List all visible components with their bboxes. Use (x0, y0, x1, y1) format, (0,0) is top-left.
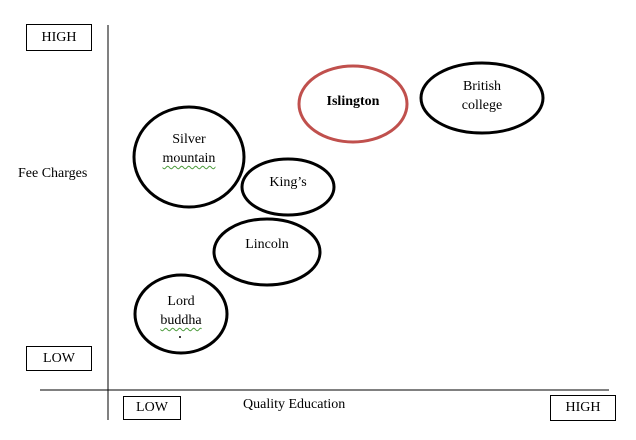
lincoln-label: Lincoln (214, 234, 320, 254)
y-low-label: LOW (26, 346, 92, 371)
lord-buddha-line2: buddha (160, 313, 202, 328)
lord-buddha-line1: Lord (167, 294, 195, 309)
silver-mountain-line1: Silver (172, 132, 206, 147)
kings-ellipse (240, 157, 336, 217)
kings-name: King’s (269, 174, 307, 190)
british-college-ellipse (419, 61, 545, 135)
british-college-line1: British (462, 79, 502, 94)
islington-label: Islington (299, 90, 407, 112)
lord-buddha-ellipse (133, 273, 229, 355)
british-college-label: British college (421, 76, 543, 116)
islington-ellipse (297, 64, 409, 144)
x-axis-title: Quality Education (243, 397, 346, 412)
x-low-label: LOW (123, 396, 181, 420)
lincoln-name: Lincoln (245, 236, 289, 252)
islington-name: Islington (326, 93, 380, 109)
silver-mountain-ellipse (132, 105, 246, 209)
lord-buddha-label: Lord buddha (135, 291, 227, 331)
lincoln-ellipse (212, 217, 322, 287)
y-high-label: HIGH (26, 24, 92, 51)
y-axis-title: Fee Charges (18, 166, 88, 181)
silver-mountain-line2: mountain (162, 151, 216, 166)
british-college-line2: college (461, 98, 503, 113)
silver-mountain-label: Silver mountain (134, 129, 244, 169)
x-high-label: HIGH (550, 395, 616, 421)
kings-label: King’s (242, 172, 334, 192)
stray-dot (179, 336, 181, 338)
